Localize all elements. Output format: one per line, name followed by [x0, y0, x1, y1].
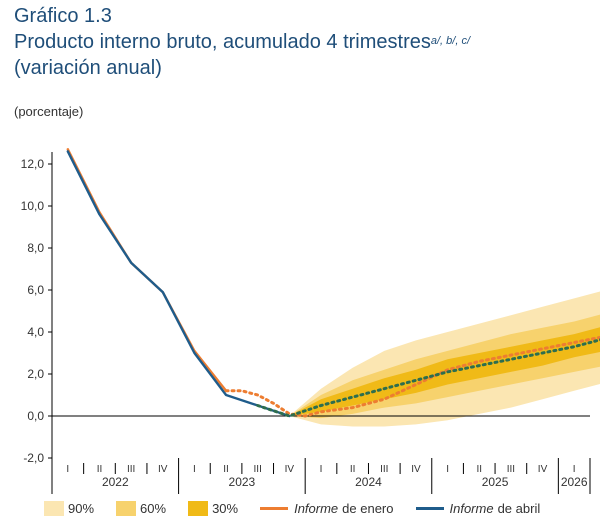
y-tick-label: -2,0 [23, 451, 44, 465]
quarter-label: I [66, 464, 69, 475]
legend-line-enero [260, 506, 289, 510]
quarter-label: III [380, 464, 388, 475]
quarter-label: IV [411, 464, 421, 475]
quarter-label: IV [158, 464, 168, 475]
year-label: 2025 [482, 475, 509, 489]
y-tick-label: 12,0 [21, 157, 45, 171]
y-tick-label: 0,0 [27, 409, 44, 423]
series-line-informe-de-abril-proyecci-n [256, 338, 600, 418]
quarter-label: I [193, 464, 196, 475]
legend-label-90: 90% [68, 500, 95, 516]
legend-label-30: 30% [212, 500, 239, 516]
legend-line-abril [415, 506, 444, 510]
legend-label-abril-italic: Informe [449, 500, 494, 516]
series-line-informe-de-enero [66, 148, 228, 392]
legend-item-90: 90% [44, 500, 95, 516]
series-line-informe-de-enero-proyecci-n [224, 335, 600, 418]
quarter-label: IV [285, 464, 295, 475]
quarter-label: II [476, 464, 482, 475]
y-tick-label: 8,0 [27, 241, 44, 255]
legend-item-30: 30% [188, 500, 239, 516]
chart-subtitle: (variación anual) [14, 57, 162, 79]
quarter-label: IV [538, 464, 548, 475]
quarter-label: II [223, 464, 229, 475]
quarter-label: I [573, 464, 576, 475]
y-tick-label: 10,0 [21, 199, 45, 213]
fan-bands [289, 291, 600, 427]
quarter-label: III [127, 464, 135, 475]
chart-canvas: 12,010,08,06,04,02,00,0-2,0I II III IV I II II… [21, 148, 600, 494]
quarter-label: I [320, 464, 323, 475]
legend: 90% 60% 30% Informe de enero Informe de … [44, 498, 562, 518]
chart-number: Gráfico 1.3 [14, 5, 112, 27]
legend-label-abril: de abril [497, 500, 541, 516]
legend-swatch-60 [116, 500, 137, 516]
year-label: 2023 [229, 475, 256, 489]
legend-item-60: 60% [116, 500, 167, 516]
legend-item-abril: Informe de abril [415, 500, 541, 516]
year-label: 2024 [355, 475, 382, 489]
quarter-label: II [97, 464, 103, 475]
series-lines [66, 148, 600, 418]
quarter-label: III [254, 464, 262, 475]
legend-label-60: 60% [140, 500, 167, 516]
quarter-label: II [350, 464, 356, 475]
legend-item-enero: Informe de enero [260, 500, 394, 516]
legend-label-enero-italic: Informe [294, 500, 339, 516]
year-label: 2022 [102, 475, 129, 489]
y-tick-label: 6,0 [27, 283, 44, 297]
legend-swatch-30 [188, 500, 209, 516]
year-label: 2026 [561, 475, 588, 489]
y-axis-unit: (porcentaje) [14, 104, 84, 119]
y-tick-label: 4,0 [27, 325, 44, 339]
series-line-informe-de-abril [66, 150, 291, 418]
quarter-label: I [446, 464, 449, 475]
axes: 12,010,08,06,04,02,00,0-2,0I II III IV I II II… [21, 152, 591, 494]
chart-title: Producto interno bruto, acumulado 4 trim… [14, 30, 470, 54]
chart-footnotes: a/, b/, c/ [430, 35, 471, 47]
quarter-label: III [507, 464, 515, 475]
legend-label-enero: de enero [342, 500, 394, 516]
chart-title-text: Producto interno bruto, acumulado 4 trim… [14, 31, 431, 53]
y-tick-label: 2,0 [27, 367, 44, 381]
legend-swatch-90 [44, 500, 64, 516]
